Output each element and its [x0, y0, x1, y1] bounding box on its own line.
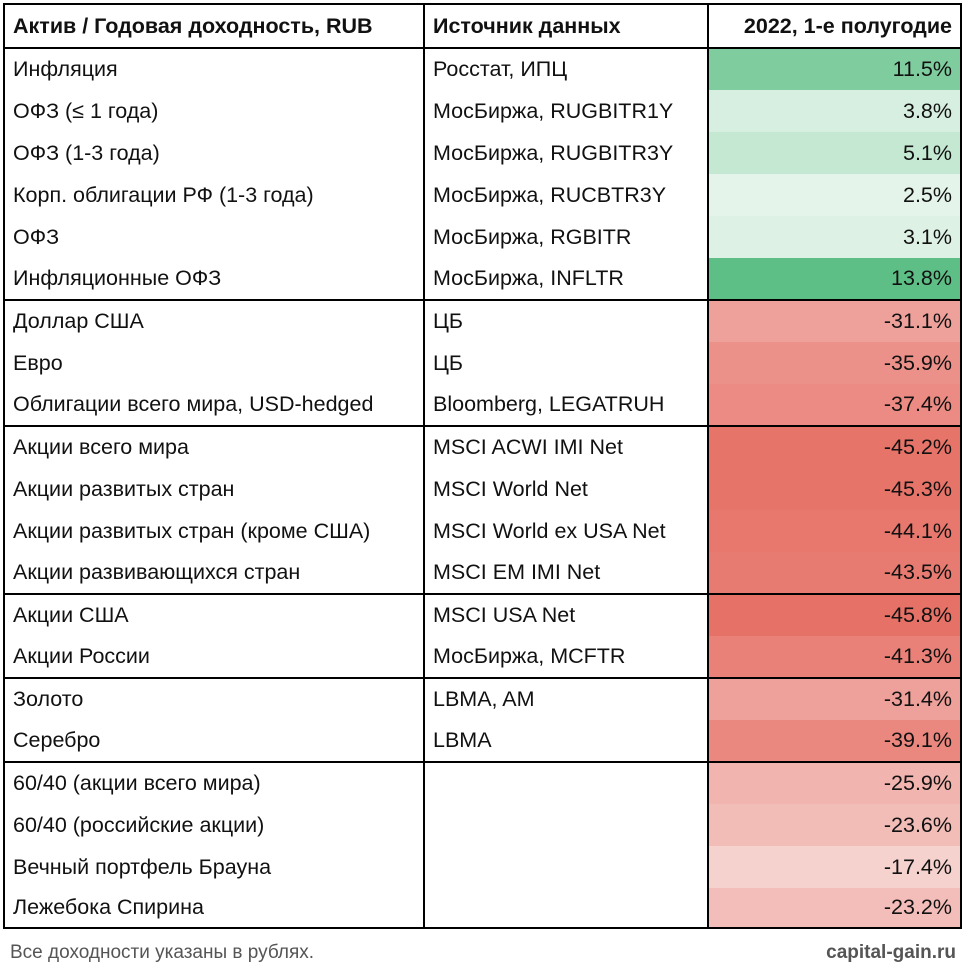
asset-cell: ОФЗ (≤ 1 года)	[3, 90, 425, 132]
return-value-cell: -43.5%	[708, 552, 962, 594]
table-row: Серебро LBMA -39.1%	[3, 720, 962, 762]
header-asset: Актив / Годовая доходность, RUB	[3, 3, 425, 49]
return-value-cell: 11.5%	[708, 48, 962, 90]
source-cell	[424, 804, 709, 846]
return-value-cell: -45.2%	[708, 425, 962, 468]
return-value-cell: -17.4%	[708, 846, 962, 888]
return-value-cell: 3.8%	[708, 90, 962, 132]
source-cell: Росстат, ИПЦ	[424, 48, 709, 90]
source-cell: МосБиржа, INFLTR	[424, 258, 709, 300]
return-value-cell: -45.8%	[708, 593, 962, 636]
return-value-cell: -37.4%	[708, 384, 962, 426]
return-value-cell: -45.3%	[708, 468, 962, 510]
return-value-cell: -23.6%	[708, 804, 962, 846]
source-cell: МосБиржа, RGBITR	[424, 216, 709, 258]
asset-cell: Доллар США	[3, 299, 425, 342]
source-cell: MSCI EM IMI Net	[424, 552, 709, 594]
asset-cell: Евро	[3, 342, 425, 384]
table-row: Акции США MSCI USA Net -45.8%	[3, 593, 962, 636]
header-row: Актив / Годовая доходность, RUB Источник…	[3, 3, 962, 49]
table-row: 60/40 (российские акции) -23.6%	[3, 804, 962, 846]
asset-cell: 60/40 (акции всего мира)	[3, 761, 425, 804]
footer-note: Все доходности указаны в рублях.	[10, 942, 315, 963]
return-value-cell: 13.8%	[708, 258, 962, 300]
source-cell	[424, 846, 709, 888]
asset-cell: Облигации всего мира, USD-hedged	[3, 384, 425, 426]
return-value-cell: -41.3%	[708, 636, 962, 678]
asset-cell: Акции развитых стран (кроме США)	[3, 510, 425, 552]
source-cell	[424, 761, 709, 804]
table-row: ОФЗ (1-3 года) МосБиржа, RUGBITR3Y 5.1%	[3, 132, 962, 174]
table-row: Вечный портфель Брауна -17.4%	[3, 846, 962, 888]
table-body: Инфляция Росстат, ИПЦ 11.5% ОФЗ (≤ 1 года) М…	[3, 48, 962, 929]
source-cell: MSCI World Net	[424, 468, 709, 510]
return-value-cell: -39.1%	[708, 720, 962, 762]
asset-cell: Корп. облигации РФ (1-3 года)	[3, 174, 425, 216]
asset-cell: Инфляционные ОФЗ	[3, 258, 425, 300]
source-cell: Bloomberg, LEGATRUH	[424, 384, 709, 426]
asset-cell: Инфляция	[3, 48, 425, 90]
table-row: ОФЗ (≤ 1 года) МосБиржа, RUGBITR1Y 3.8%	[3, 90, 962, 132]
return-value-cell: -23.2%	[708, 888, 962, 929]
table-row: Корп. облигации РФ (1-3 года) МосБиржа, R…	[3, 174, 962, 216]
asset-cell: Серебро	[3, 720, 425, 762]
table-row: Доллар США ЦБ -31.1%	[3, 299, 962, 342]
source-cell: LBMA	[424, 720, 709, 762]
source-cell: MSCI World ex USA Net	[424, 510, 709, 552]
table-row: 60/40 (акции всего мира) -25.9%	[3, 761, 962, 804]
source-cell: ЦБ	[424, 299, 709, 342]
source-cell: LBMA, AM	[424, 677, 709, 720]
table-row: Облигации всего мира, USD-hedged Bloomber…	[3, 384, 962, 426]
table-row: Акции всего мира MSCI ACWI IMI Net -45.2%	[3, 425, 962, 468]
return-value-cell: -35.9%	[708, 342, 962, 384]
return-value-cell: 3.1%	[708, 216, 962, 258]
source-cell: МосБиржа, RUGBITR3Y	[424, 132, 709, 174]
table-row: Золото LBMA, AM -31.4%	[3, 677, 962, 720]
return-value-cell: 5.1%	[708, 132, 962, 174]
return-value-cell: 2.5%	[708, 174, 962, 216]
asset-cell: Акции России	[3, 636, 425, 678]
table-row: Евро ЦБ -35.9%	[3, 342, 962, 384]
table-row: Инфляция Росстат, ИПЦ 11.5%	[3, 48, 962, 90]
header-period: 2022, 1-е полугодие	[707, 3, 962, 49]
source-cell: ЦБ	[424, 342, 709, 384]
table-row: Акции России МосБиржа, MCFTR -41.3%	[3, 636, 962, 678]
asset-cell: 60/40 (российские акции)	[3, 804, 425, 846]
table-row: Лежебока Спирина -23.2%	[3, 888, 962, 929]
asset-cell: Акции развитых стран	[3, 468, 425, 510]
returns-table: Актив / Годовая доходность, RUB Источник…	[3, 3, 962, 929]
asset-cell: Лежебока Спирина	[3, 888, 425, 929]
table-row: ОФЗ МосБиржа, RGBITR 3.1%	[3, 216, 962, 258]
asset-cell: Вечный портфель Брауна	[3, 846, 425, 888]
asset-cell: Акции развивающихся стран	[3, 552, 425, 594]
source-cell: MSCI ACWI IMI Net	[424, 425, 709, 468]
table-row: Инфляционные ОФЗ МосБиржа, INFLTR 13.8%	[3, 258, 962, 300]
header-source: Источник данных	[423, 3, 709, 49]
return-value-cell: -44.1%	[708, 510, 962, 552]
asset-cell: ОФЗ	[3, 216, 425, 258]
return-value-cell: -25.9%	[708, 761, 962, 804]
asset-cell: Акции США	[3, 593, 425, 636]
footer-brand: capital-gain.ru	[826, 942, 956, 963]
table-row: Акции развивающихся стран MSCI EM IMI Net…	[3, 552, 962, 594]
source-cell: МосБиржа, RUCBTR3Y	[424, 174, 709, 216]
asset-cell: Золото	[3, 677, 425, 720]
source-cell	[424, 888, 709, 929]
source-cell: МосБиржа, MCFTR	[424, 636, 709, 678]
return-value-cell: -31.4%	[708, 677, 962, 720]
table-row: Акции развитых стран MSCI World Net -45.3%	[3, 468, 962, 510]
table-row: Акции развитых стран (кроме США) MSCI Wor…	[3, 510, 962, 552]
source-cell: MSCI USA Net	[424, 593, 709, 636]
asset-cell: Акции всего мира	[3, 425, 425, 468]
source-cell: МосБиржа, RUGBITR1Y	[424, 90, 709, 132]
asset-cell: ОФЗ (1-3 года)	[3, 132, 425, 174]
return-value-cell: -31.1%	[708, 299, 962, 342]
